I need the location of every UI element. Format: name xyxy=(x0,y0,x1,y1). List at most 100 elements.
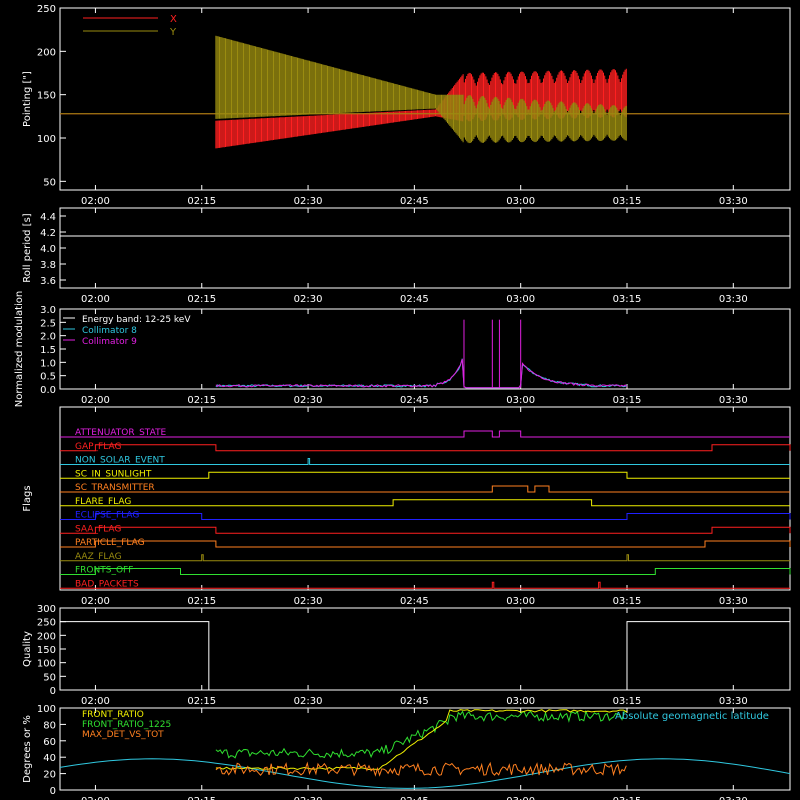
series-geomagnetic-latitude xyxy=(59,758,791,789)
flag-trace xyxy=(60,444,791,452)
flag-label: FLARE_FLAG xyxy=(75,497,131,507)
x-tick-label: 03:30 xyxy=(719,395,748,406)
x-tick-label: 03:15 xyxy=(613,196,642,207)
y-tick-label: 0.0 xyxy=(40,385,56,396)
y-axis-label: Degrees or % xyxy=(22,715,33,783)
flag-label: SAA_FLAG xyxy=(75,524,121,534)
x-tick-label: 03:15 xyxy=(613,395,642,406)
flag-label: GAP_FLAG xyxy=(75,442,121,452)
y-tick-label: 1.5 xyxy=(40,345,56,356)
x-tick-label: 03:15 xyxy=(613,796,642,800)
y-axis-label: Quality xyxy=(22,631,33,667)
y-tick-label: 0 xyxy=(50,786,56,797)
panel-modulation: 02:00 02:15 02:30 02:45 03:00 03:15 03:30 Norma… xyxy=(14,291,791,407)
x-tick-label: 03:00 xyxy=(506,796,535,800)
y-tick-label: 100 xyxy=(37,134,56,145)
x-tick-label: 02:45 xyxy=(400,796,429,800)
x-tick-label: 02:00 xyxy=(81,796,110,800)
y-tick-label: 250 xyxy=(37,618,56,629)
y-tick-label: 80 xyxy=(43,720,56,731)
series-Y xyxy=(215,35,627,144)
y-tick-label: 4.4 xyxy=(40,212,56,223)
flag-label: SC_IN_SUNLIGHT xyxy=(75,469,152,479)
flag-label: FRONTS_OFF xyxy=(75,566,133,576)
x-tick-label: 02:15 xyxy=(187,294,216,305)
flag-label: ECLIPSE_FLAG xyxy=(75,511,139,521)
flag-label: PARTICLE_FLAG xyxy=(75,538,145,548)
x-tick-label: 03:30 xyxy=(719,196,748,207)
x-tick-label: 03:00 xyxy=(506,196,535,207)
x-tick-label: 03:30 xyxy=(719,596,748,607)
flag-label: NON_SOLAR_EVENT xyxy=(75,456,165,466)
y-tick-label: 50 xyxy=(43,672,56,683)
flag-trace xyxy=(60,499,790,507)
x-tick-label: 03:00 xyxy=(506,596,535,607)
x-tick-label: 02:00 xyxy=(81,196,110,207)
x-tick-label: 03:00 xyxy=(506,395,535,406)
x-tick-label: 03:00 xyxy=(506,294,535,305)
y-tick-label: 20 xyxy=(43,770,56,781)
flag-trace xyxy=(60,540,791,548)
x-tick-label: 02:30 xyxy=(294,596,323,607)
flag-trace xyxy=(60,513,791,520)
panel-quality: 02:00 02:15 02:30 02:45 03:00 03:15 03:30 Quali… xyxy=(22,604,791,707)
flag-label: ATTENUATOR_STATE xyxy=(75,428,167,438)
y-tick-label: 4.2 xyxy=(40,228,56,239)
x-tick-label: 02:15 xyxy=(187,796,216,800)
x-tick-label: 02:00 xyxy=(81,395,110,406)
x-tick-label: 02:45 xyxy=(400,596,429,607)
y-axis-label: Pointing ["] xyxy=(22,71,33,127)
y-tick-label: 3.0 xyxy=(40,305,56,316)
y-tick-label: 200 xyxy=(37,631,56,642)
series-quality xyxy=(60,621,790,691)
y-tick-label: 3.8 xyxy=(40,260,56,271)
panel-pointing: 02:00 02:15 02:30 02:45 03:00 03:15 03:30 Point… xyxy=(22,4,791,207)
plot-frame xyxy=(59,607,791,691)
series-Collimator 9 xyxy=(215,358,628,389)
y-tick-label: 300 xyxy=(37,604,56,615)
y-tick-label: 1.0 xyxy=(40,358,56,369)
flag-label: BAD_PACKETS xyxy=(75,579,139,589)
legend-label: X xyxy=(170,14,177,25)
flag-trace xyxy=(60,458,790,465)
flag-trace xyxy=(60,485,790,493)
series-max-det-vs-tot xyxy=(215,761,627,777)
x-tick-label: 03:00 xyxy=(506,696,535,707)
x-tick-label: 03:30 xyxy=(719,796,748,800)
x-tick-label: 03:15 xyxy=(613,696,642,707)
legend-label: MAX_DET_VS_TOT xyxy=(82,730,164,740)
x-tick-label: 02:45 xyxy=(400,294,429,305)
y-tick-label: 250 xyxy=(37,4,56,15)
series-front-ratio xyxy=(215,709,628,771)
y-tick-label: 100 xyxy=(37,704,56,715)
y-tick-label: 100 xyxy=(37,659,56,670)
flag-trace xyxy=(60,471,790,479)
x-tick-label: 02:30 xyxy=(294,196,323,207)
plot-frame xyxy=(59,207,791,289)
x-tick-label: 02:15 xyxy=(187,196,216,207)
x-tick-label: 02:45 xyxy=(400,395,429,406)
panel-flags: 02:00 02:15 02:30 02:45 03:00 03:15 03:30 Flags… xyxy=(22,406,791,607)
x-tick-label: 02:30 xyxy=(294,796,323,800)
series-Collimator 8 xyxy=(215,358,628,389)
plot-frame xyxy=(59,7,791,191)
x-tick-label: 02:15 xyxy=(187,696,216,707)
series-front-ratio-1225 xyxy=(215,709,627,759)
x-tick-label: 03:15 xyxy=(613,596,642,607)
x-tick-label: 02:30 xyxy=(294,395,323,406)
y-axis-label: Roll period [s] xyxy=(22,213,33,282)
y-tick-label: 2.5 xyxy=(40,318,56,329)
x-tick-label: 02:45 xyxy=(400,196,429,207)
legend-label: Collimator 8 xyxy=(82,326,137,336)
x-tick-label: 02:00 xyxy=(81,294,110,305)
legend-label: FRONT_RATIO_1225 xyxy=(82,720,171,730)
legend-label: Energy band: 12-25 keV xyxy=(82,315,191,325)
legend-label: FRONT_RATIO xyxy=(82,710,144,720)
y-tick-label: 40 xyxy=(43,753,56,764)
flag-trace xyxy=(60,568,791,575)
legend-label: Y xyxy=(169,27,177,38)
y-tick-label: 200 xyxy=(37,47,56,58)
x-tick-label: 02:15 xyxy=(187,395,216,406)
y-tick-label: 150 xyxy=(37,645,56,656)
